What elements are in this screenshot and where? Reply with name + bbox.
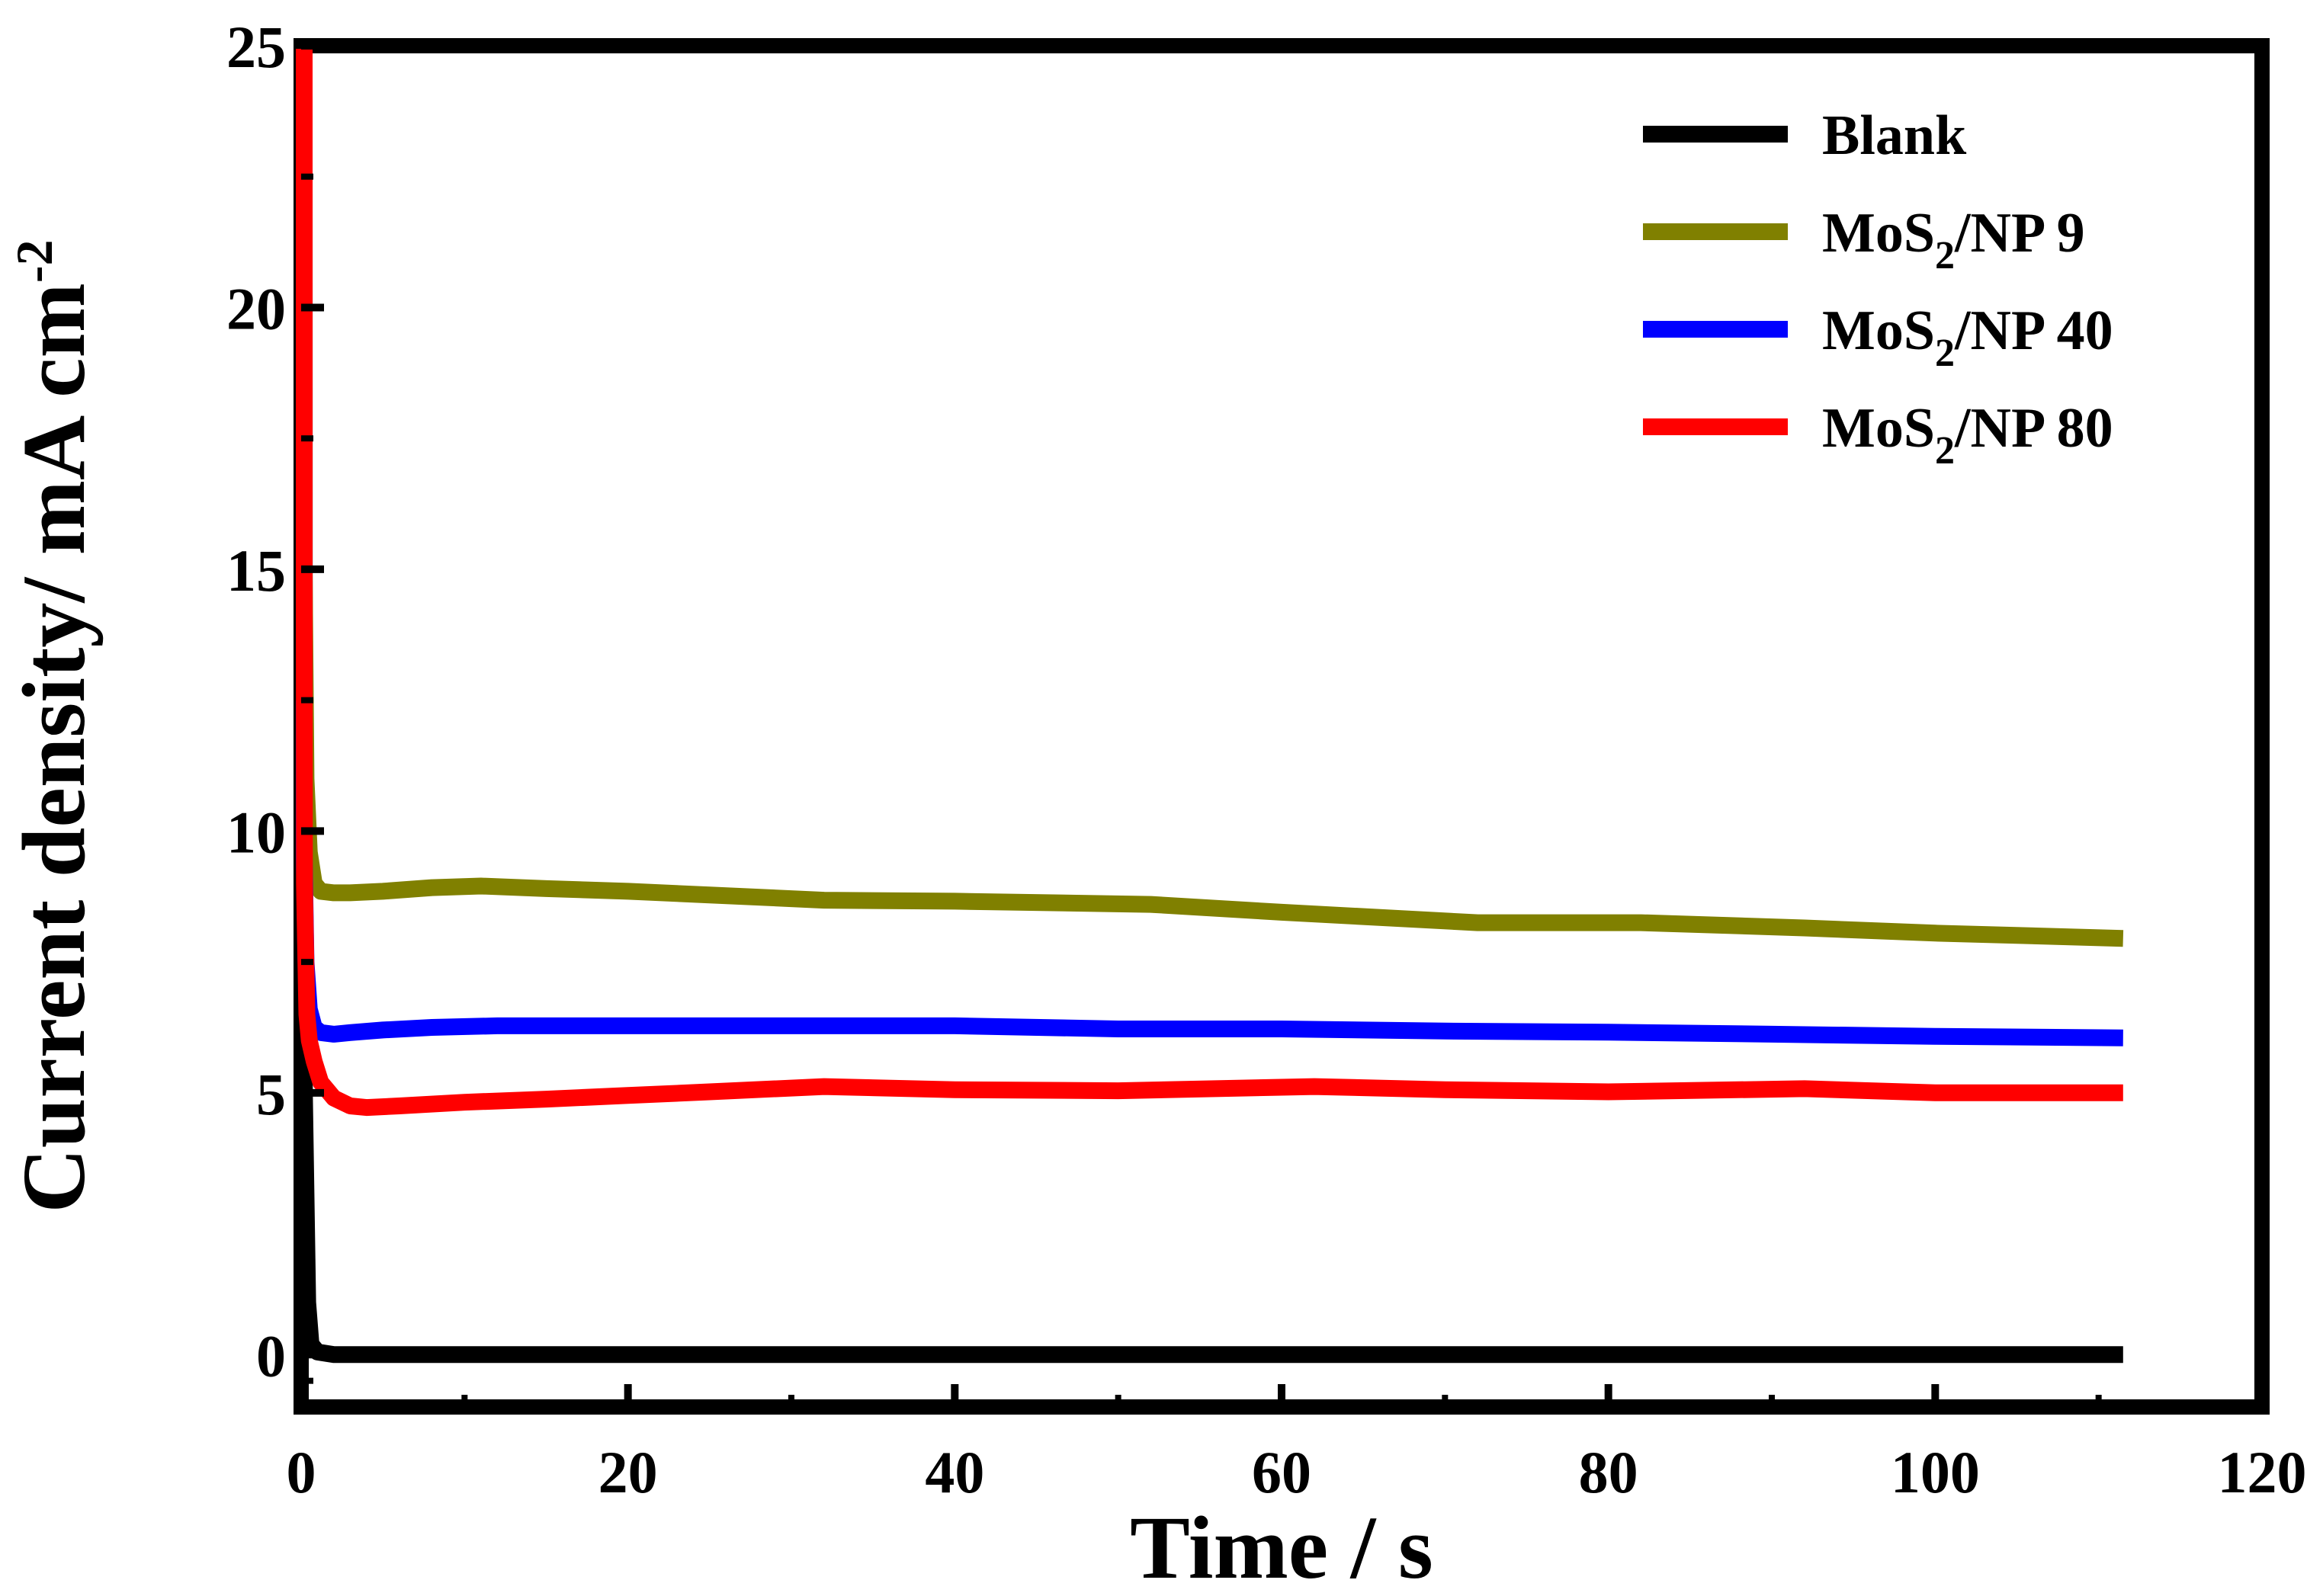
x-axis-title: Time / s	[1130, 1498, 1433, 1596]
legend-label-tail: /NP 9	[1954, 202, 2085, 264]
y-tick-label: 15	[226, 537, 286, 604]
legend-label: Blank	[1822, 104, 1967, 167]
y-axis-title: Current density/ mA cm-2	[4, 240, 104, 1213]
y-axis-title-main: Current density/ mA cm	[4, 283, 104, 1213]
legend-label-tail: /NP 40	[1954, 300, 2113, 362]
tick-layer: 0 20 40 60 80 100 120 0 5 10 15 20 25	[226, 14, 2307, 1505]
legend-label-main: MoS	[1822, 300, 1935, 362]
x-tick-label: 40	[925, 1439, 984, 1505]
x-tick-label: 20	[598, 1439, 658, 1505]
series-layer	[296, 48, 2124, 1364]
legend-label-tail: /NP 80	[1954, 397, 2113, 460]
x-tick-label: 100	[1891, 1439, 1980, 1505]
x-tick-label: 0	[287, 1439, 316, 1505]
legend-label-subscript: 2	[1935, 429, 1955, 473]
legend-label-main: MoS	[1822, 397, 1935, 460]
legend-label: MoS2/NP 40	[1822, 300, 2113, 375]
legend-label-main: Blank	[1822, 104, 1967, 167]
y-tick-label: 0	[256, 1322, 286, 1389]
y-tick-label: 25	[226, 14, 286, 80]
legend-label-subscript: 2	[1935, 332, 1955, 375]
y-tick-label: 10	[226, 799, 286, 865]
legend-label-main: MoS	[1822, 202, 1935, 264]
y-tick-label: 20	[226, 275, 286, 341]
legend-label-subscript: 2	[1935, 234, 1955, 277]
series-line-3	[296, 49, 2123, 1117]
y-tick-label: 5	[256, 1061, 286, 1127]
x-tick-label: 80	[1579, 1439, 1638, 1505]
series-line-0	[296, 48, 2123, 1364]
x-tick-label: 120	[2218, 1439, 2307, 1505]
y-axis-title-superscript: -2	[5, 240, 63, 284]
legend-label: MoS2/NP 80	[1822, 397, 2113, 473]
series-line-2	[296, 700, 2123, 1046]
legend-label: MoS2/NP 9	[1822, 202, 2085, 277]
x-tick-label: 60	[1252, 1439, 1311, 1505]
